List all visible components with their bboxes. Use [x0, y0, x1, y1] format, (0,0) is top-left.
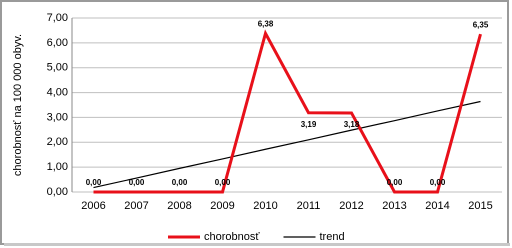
x-tick-label: 2012 [339, 200, 363, 212]
x-tick-label: 2010 [253, 200, 277, 212]
data-label: 0,00 [86, 178, 102, 187]
x-tick-label: 2015 [468, 200, 492, 212]
series-line [93, 29, 482, 194]
y-tick-label: 3,00 [47, 111, 68, 123]
x-tick-label: 2014 [425, 200, 449, 212]
y-tick-label: 4,00 [47, 86, 68, 98]
data-label: 0,00 [215, 178, 231, 187]
x-tick-label: 2009 [210, 200, 234, 212]
y-tick-label: 6,00 [47, 37, 68, 49]
data-label: 3,19 [301, 120, 317, 129]
data-label: 0,00 [430, 178, 446, 187]
x-tick-label: 2013 [382, 200, 406, 212]
y-axis-label: chorobnosť na 100 000 obyv. [12, 34, 24, 176]
data-label: 3,18 [344, 120, 360, 129]
legend-label: trend [320, 231, 345, 243]
data-label: 6,35 [473, 20, 489, 29]
x-tick-label: 2007 [124, 200, 148, 212]
legend-label: chorobnosť [204, 231, 260, 243]
x-tick-label: 2008 [167, 200, 191, 212]
x-tick-label: 2011 [297, 200, 321, 212]
data-label: 0,00 [387, 178, 403, 187]
y-tick-label: 0,00 [47, 186, 68, 198]
series-line [93, 100, 481, 189]
y-tick-label: 1,00 [47, 161, 68, 173]
x-tick-label: 2006 [81, 200, 105, 212]
y-tick-label: 2,00 [47, 136, 68, 148]
y-tick-label: 7,00 [47, 12, 68, 24]
data-label: 6,38 [258, 20, 274, 29]
frame-shadow [4, 243, 510, 246]
data-label: 0,00 [172, 178, 188, 187]
y-tick-label: 5,00 [47, 62, 68, 74]
data-label: 0,00 [129, 178, 145, 187]
